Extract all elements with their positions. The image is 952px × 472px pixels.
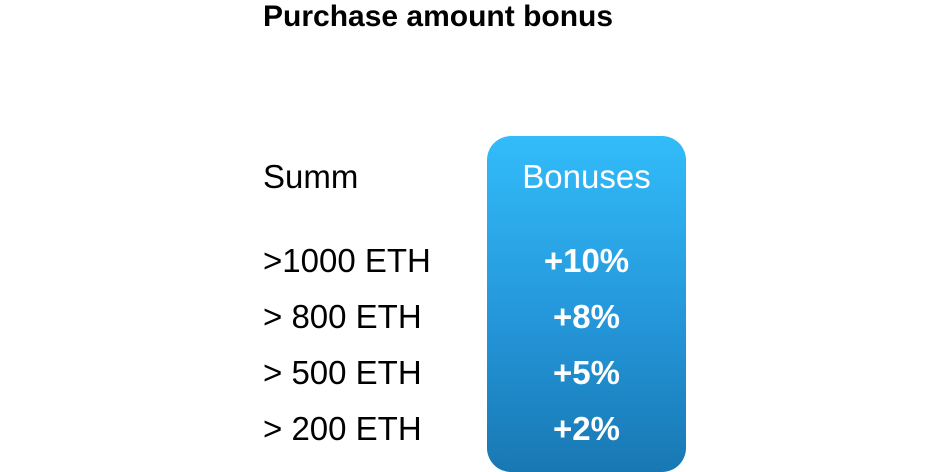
bonus-cell: +2% <box>553 410 620 447</box>
summ-cell: > 200 ETH <box>263 410 422 447</box>
page-title: Purchase amount bonus <box>263 0 614 33</box>
bonus-cell: +5% <box>553 354 620 391</box>
bonus-column-panel: Bonuses +10% +8% +5% +2% <box>487 136 686 472</box>
bonus-cell: +8% <box>553 298 620 335</box>
summ-cell: > 500 ETH <box>263 354 422 391</box>
summ-cell: >1000 ETH <box>263 242 431 279</box>
summ-column-header: Summ <box>263 158 359 195</box>
bonus-cell: +10% <box>543 242 630 279</box>
summ-cell: > 800 ETH <box>263 298 422 335</box>
bonuses-column-header: Bonuses <box>522 158 651 195</box>
